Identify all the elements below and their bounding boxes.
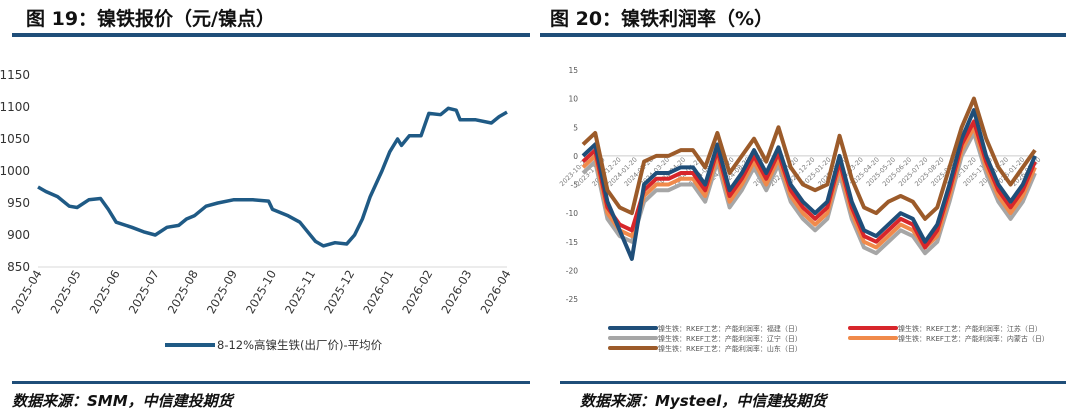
- y-tick-label: -20: [566, 266, 578, 275]
- profit-line: [581, 108, 1037, 261]
- y-tick-label: 1150: [0, 68, 30, 82]
- right-chart: -25-20-15-10-50510152023-10-202023-11-20…: [558, 66, 1049, 353]
- y-tick-label: -25: [566, 295, 578, 304]
- left-source: 数据来源：SMM，中信建投期货: [12, 392, 233, 410]
- y-tick-label: 950: [7, 196, 30, 210]
- right-bottom-rule: [560, 381, 1066, 384]
- y-tick-label: 15: [568, 66, 578, 75]
- legend-label: 镍生铁：RKEF工艺：产能利润率：辽宁（日）: [658, 334, 802, 343]
- x-tick-label: 2026-01: [360, 268, 396, 317]
- profit-line: [581, 130, 1037, 256]
- legend-label: 镍生铁：RKEF工艺：产能利润率：山东（日）: [658, 344, 802, 353]
- profit-line: [581, 96, 1037, 221]
- left-chart-title: 图 19：镍铁报价（元/镍点）: [26, 8, 275, 30]
- x-tick-label: 2025-07: [126, 268, 162, 317]
- y-tick-label: 10: [568, 95, 578, 104]
- y-tick-label: 0: [573, 152, 578, 161]
- x-tick-label: 2025-06: [87, 268, 123, 317]
- left-title-rule: [12, 33, 530, 37]
- right-chart-title: 图 20：镍铁利润率（%）: [550, 8, 774, 30]
- y-tick-label: -5: [571, 181, 579, 190]
- y-tick-label: 900: [7, 228, 30, 242]
- x-tick-label: 2026-04: [477, 268, 513, 317]
- x-tick-label: 2025-05: [48, 268, 84, 317]
- left-bottom-rule: [12, 381, 530, 384]
- legend-label: 镍生铁：RKEF工艺：产能利润率：福建（日）: [658, 324, 802, 333]
- y-tick-label: 850: [7, 260, 30, 274]
- x-tick-label: 2026-02: [399, 268, 435, 317]
- x-tick-label: 2026-03: [438, 268, 474, 317]
- y-tick-label: 1000: [0, 164, 30, 178]
- y-tick-label: 1050: [0, 132, 30, 146]
- x-tick-label: 2025-12: [321, 268, 357, 317]
- legend-label: 镍生铁：RKEF工艺：产能利润率：内蒙古（日）: [898, 334, 1049, 343]
- right-source: 数据来源：Mysteel，中信建投期货: [580, 392, 827, 410]
- x-tick-label: 2025-09: [204, 268, 240, 317]
- x-tick-label: 2025-04: [8, 268, 44, 317]
- y-tick-label: 1100: [0, 100, 30, 114]
- x-tick-label: 2025-10: [243, 268, 279, 317]
- x-tick-label: 2025-08: [165, 268, 201, 317]
- legend-label: 镍生铁：RKEF工艺：产能利润率：江苏（日）: [898, 324, 1042, 333]
- y-tick-label: -10: [566, 209, 578, 218]
- y-tick-label: 5: [573, 123, 578, 132]
- legend-label: 8-12%高镍生铁(出厂价)-平均价: [217, 338, 383, 352]
- y-tick-label: -15: [566, 238, 578, 247]
- right-title-rule: [540, 33, 1066, 37]
- x-tick-label: 2025-11: [282, 268, 318, 317]
- price-line: [37, 106, 508, 248]
